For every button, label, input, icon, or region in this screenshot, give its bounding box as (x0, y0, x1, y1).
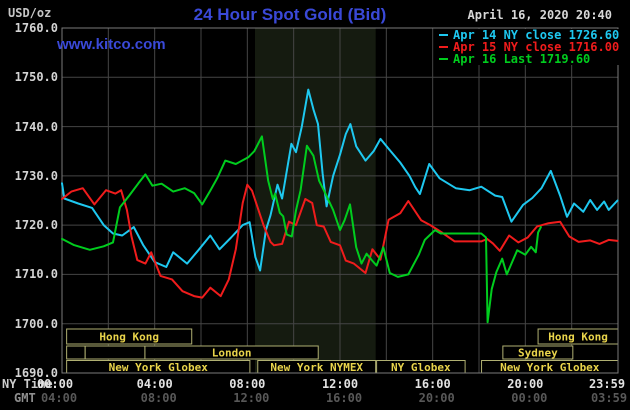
y-tick: 1690.0 (14, 366, 58, 380)
legend-dash-icon (439, 46, 448, 48)
session-box (66, 328, 193, 345)
y-axis-units-label: USD/oz (8, 6, 52, 20)
nymex-session-band (254, 28, 376, 373)
x-tick-ny: 04:00 (136, 377, 173, 391)
x-tick-ny: 08:00 (229, 377, 266, 391)
session-label: Sydney (518, 347, 558, 360)
chart-timestamp: April 16, 2020 20:40 (467, 8, 613, 22)
series-line-apr-15-ny-close (61, 183, 619, 299)
y-tick: 1750.0 (14, 70, 58, 85)
x-tick-gmt: 12:00 (233, 391, 270, 405)
x-tick-ny: 20:00 (507, 377, 544, 391)
y-tick: 1740.0 (14, 119, 58, 134)
x-tick-gmt: 08:00 (140, 391, 177, 405)
legend-dash-icon (439, 58, 448, 60)
session-box (502, 345, 574, 360)
legend: Apr 14 NY close 1726.60 Apr 15 NY close 1… (437, 28, 622, 66)
x-tick-ny: 12:00 (321, 377, 359, 391)
y-tick: 1720.0 (14, 218, 58, 233)
session-label: New York Globex (109, 361, 209, 374)
x-tick-gmt: 20:00 (418, 391, 455, 405)
legend-row: Apr 14 NY close 1726.60 (437, 28, 622, 42)
legend-label: Apr 16 Last 1719.60 (453, 52, 591, 66)
legend-dash-icon (439, 34, 448, 36)
session-box (144, 345, 319, 360)
session-box (66, 345, 86, 360)
session-label: New York Globex (500, 361, 600, 374)
x-tick-ny: 16:00 (414, 377, 451, 391)
page-title: 24 Hour Spot Gold (Bid) (193, 5, 387, 24)
legend-row: Apr 16 Last 1719.60 (437, 52, 622, 66)
x-tick-ny: 23:59 (588, 377, 626, 391)
gmt-axis-label: GMT (14, 391, 36, 405)
x-tick-ny: 00:00 (36, 377, 74, 391)
y-tick: 1710.0 (14, 267, 58, 282)
y-tick: 1730.0 (14, 168, 58, 183)
session-label: Hong Kong (548, 331, 608, 344)
x-tick-gmt: 16:00 (325, 391, 363, 405)
legend-label: Apr 14 NY close 1726.60 (453, 28, 620, 42)
x-tick-gmt: 03:59 (590, 391, 628, 405)
legend-label: Apr 15 NY close 1716.00 (453, 40, 620, 54)
kitco-watermark-link: www.kitco.com (57, 36, 166, 53)
ny-time-axis-label: NY Time (2, 377, 53, 391)
legend-row: Apr 15 NY close 1716.00 (437, 40, 622, 54)
x-tick-gmt: 00:00 (511, 391, 548, 405)
session-box (84, 345, 146, 360)
series-line-apr-14-ny-close (61, 88, 619, 272)
series-line-apr-16-last (61, 135, 542, 324)
y-tick: 1700.0 (14, 316, 58, 331)
session-label: London (212, 347, 252, 360)
session-label: New York NYMEX (270, 361, 363, 374)
x-tick-gmt: 04:00 (40, 391, 78, 405)
session-label: NY Globex (391, 361, 451, 374)
session-label: Hong Kong (99, 331, 159, 344)
y-tick: 1760.0 (14, 21, 58, 35)
